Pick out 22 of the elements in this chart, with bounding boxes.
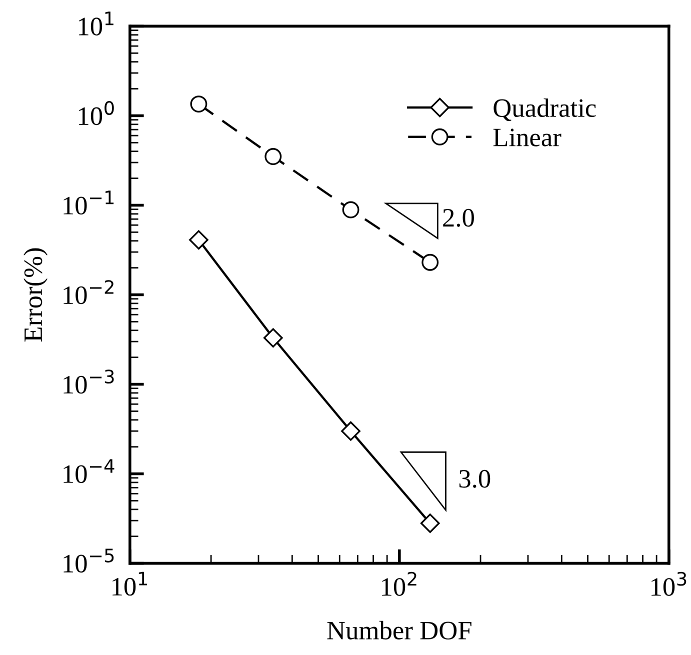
point bbox=[422, 254, 439, 271]
x-tick-label: 10$^{1}$ bbox=[112, 572, 147, 596]
y-tick-label: 10$^{−1}$ bbox=[64, 190, 114, 215]
y-tick-label: 10$^{−5}$ bbox=[64, 548, 114, 573]
y-tick-label: 10$^{−4}$ bbox=[64, 459, 114, 484]
point bbox=[420, 514, 440, 533]
point bbox=[341, 421, 360, 441]
annotation: 3.0 bbox=[459, 470, 490, 488]
y-axis-title: Error(%) bbox=[24, 248, 48, 342]
legend-label: Quadratic bbox=[494, 98, 596, 122]
y-tick-label: 10$^{−2}$ bbox=[64, 280, 114, 304]
legend-label: Linear bbox=[493, 128, 562, 146]
y-tick-label: 10$^{1}$ bbox=[79, 12, 114, 36]
x-tick-label: 10$^{2}$ bbox=[382, 572, 416, 596]
x-axis-title: Number DOF bbox=[327, 620, 472, 640]
point bbox=[342, 201, 360, 218]
annotation: 2.0 bbox=[443, 208, 474, 227]
point bbox=[189, 230, 208, 250]
y-tick-label: 10$^{−3}$ bbox=[64, 370, 114, 394]
point bbox=[190, 96, 208, 113]
x-tick-label: 10$^{3}$ bbox=[652, 572, 686, 596]
y-tick-label: 10$^{0}$ bbox=[79, 101, 114, 126]
